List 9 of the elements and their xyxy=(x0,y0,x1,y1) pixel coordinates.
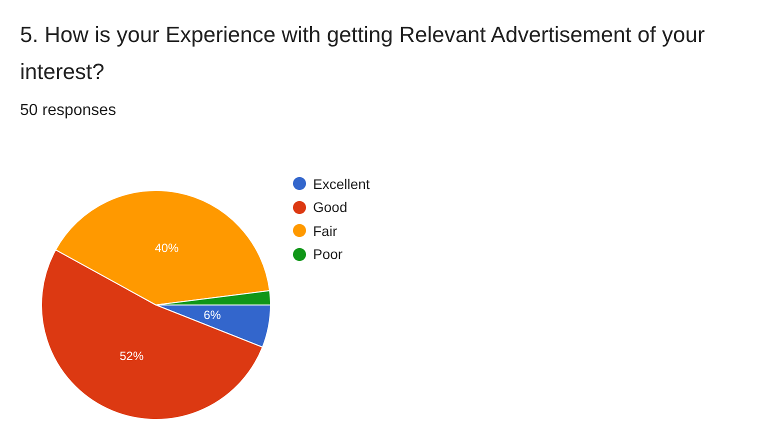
legend-label: Poor xyxy=(313,246,343,262)
legend-label: Fair xyxy=(313,222,338,239)
data-label: 40% xyxy=(154,241,180,256)
data-label: 6% xyxy=(204,308,222,322)
legend-label: Excellent xyxy=(313,176,370,192)
data-label: 52% xyxy=(120,349,144,364)
legend-label: Good xyxy=(313,199,348,216)
chart-title: 5. How is your Experience with getting Relevant Advertisement of your interest? xyxy=(20,21,706,86)
chart-subtitle: 50 responses xyxy=(20,102,116,120)
